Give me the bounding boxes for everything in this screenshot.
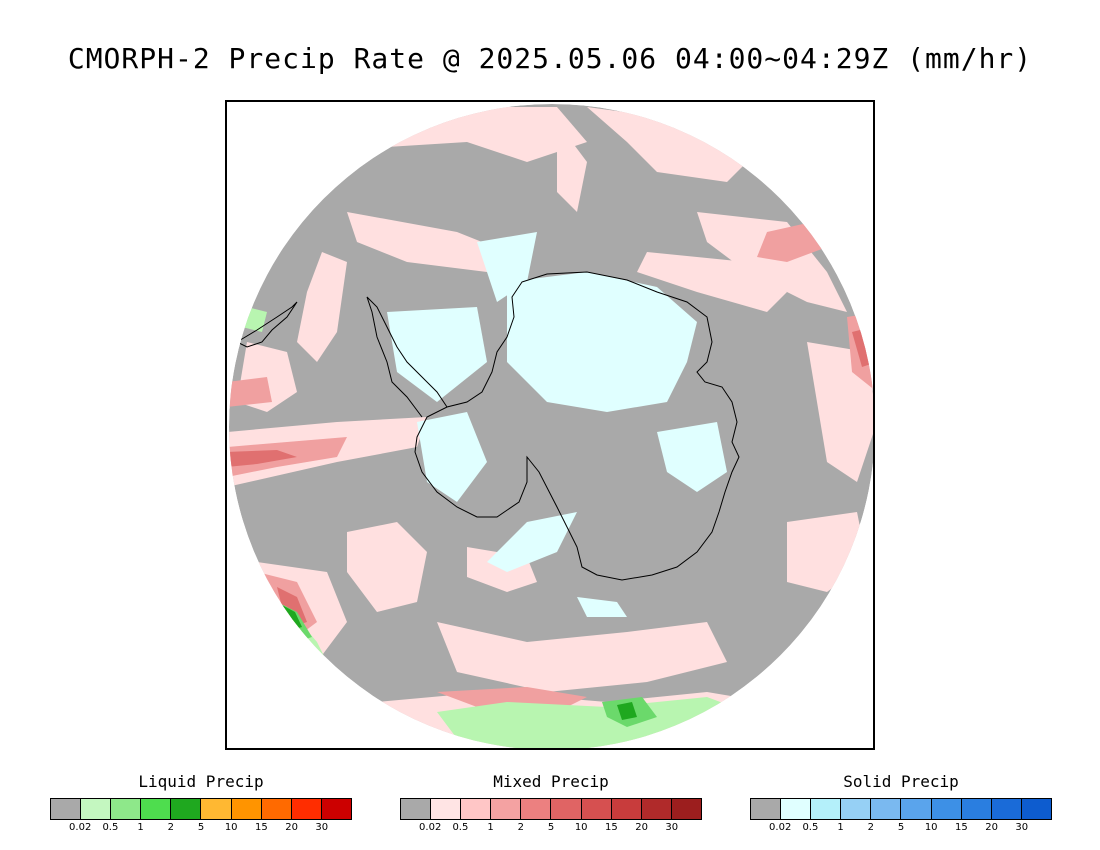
solid-precip-light-areas bbox=[387, 232, 727, 617]
map-title: CMORPH-2 Precip Rate @ 2025.05.06 04:00~… bbox=[67, 42, 1033, 75]
legend-tick-labels: 0.02 0.5 1 2 5 10 15 20 30 bbox=[750, 822, 1052, 836]
legend-swatch bbox=[431, 799, 462, 819]
legend-title: Solid Precip bbox=[843, 772, 959, 791]
liquid-precip-heavy-areas bbox=[282, 605, 637, 720]
legend-tick-label: 1 bbox=[837, 822, 844, 833]
legend-swatch bbox=[841, 799, 872, 819]
legend-swatch bbox=[641, 799, 672, 819]
legend-tick-label: 30 bbox=[1015, 822, 1029, 833]
legend-swatch bbox=[1021, 799, 1051, 819]
legend-liquid-precip: Liquid Precip 0.02 0.5 1 2 5 10 15 20 30 bbox=[50, 772, 352, 836]
legend-solid-precip: Solid Precip 0.02 0.5 1 2 5 10 15 20 30 bbox=[750, 772, 1052, 836]
legend-swatch bbox=[111, 799, 142, 819]
antarctica-coastline bbox=[414, 271, 740, 581]
legend-title: Mixed Precip bbox=[493, 772, 609, 791]
legend-swatch bbox=[171, 799, 202, 819]
legend-swatch bbox=[811, 799, 842, 819]
legend-swatch bbox=[551, 799, 582, 819]
legend-swatch bbox=[991, 799, 1022, 819]
legend-swatch bbox=[581, 799, 612, 819]
legend-swatch bbox=[291, 799, 322, 819]
legend-swatch bbox=[901, 799, 932, 819]
legend-tick-label: 20 bbox=[635, 822, 648, 833]
legend-tick-label: 15 bbox=[605, 822, 618, 833]
legend-color-bar bbox=[750, 798, 1052, 820]
legend-color-bar bbox=[400, 798, 702, 820]
antarctic-peninsula-coast bbox=[366, 296, 448, 418]
precip-map bbox=[225, 100, 875, 750]
legend-swatch bbox=[751, 799, 782, 819]
legend-swatch bbox=[931, 799, 962, 819]
legend-tick-label: 10 bbox=[224, 822, 238, 833]
legend-swatch bbox=[781, 799, 812, 819]
legend-tick-label: 30 bbox=[665, 822, 679, 833]
legend-color-bar bbox=[50, 798, 352, 820]
legend-swatch bbox=[261, 799, 292, 819]
legend-mixed-precip: Mixed Precip 0.02 0.5 1 2 5 10 15 20 30 bbox=[400, 772, 702, 836]
legend-tick-label: 10 bbox=[574, 822, 588, 833]
legend-tick-label: 5 bbox=[197, 822, 205, 833]
legend-swatch bbox=[491, 799, 522, 819]
legend-tick-label: 2 bbox=[517, 822, 524, 833]
legend-swatch bbox=[51, 799, 82, 819]
legend-swatch bbox=[961, 799, 992, 819]
legend-tick-label: 0.02 bbox=[769, 822, 792, 833]
legend-swatch bbox=[871, 799, 902, 819]
legend-swatch bbox=[201, 799, 232, 819]
legend-swatch bbox=[611, 799, 642, 819]
legend-tick-label: 2 bbox=[167, 822, 174, 833]
legend-tick-label: 0.02 bbox=[419, 822, 442, 833]
legend-swatch bbox=[461, 799, 492, 819]
legend-swatch bbox=[231, 799, 262, 819]
legend-tick-label: 10 bbox=[924, 822, 938, 833]
legend-tick-label: 15 bbox=[255, 822, 268, 833]
legend-tick-label: 1 bbox=[487, 822, 494, 833]
south-america-coast bbox=[235, 301, 298, 348]
legend-swatch bbox=[521, 799, 552, 819]
legend-swatch bbox=[81, 799, 112, 819]
legend-tick-label: 1 bbox=[137, 822, 144, 833]
legend-tick-labels: 0.02 0.5 1 2 5 10 15 20 30 bbox=[400, 822, 702, 836]
legend-tick-label: 20 bbox=[285, 822, 298, 833]
legend-swatch bbox=[321, 799, 351, 819]
legend-tick-labels: 0.02 0.5 1 2 5 10 15 20 30 bbox=[50, 822, 352, 836]
legend-swatch bbox=[671, 799, 701, 819]
legend-tick-label: 20 bbox=[985, 822, 998, 833]
legend-tick-label: 0.5 bbox=[802, 822, 819, 833]
legend-tick-label: 2 bbox=[867, 822, 874, 833]
legend-tick-label: 15 bbox=[955, 822, 968, 833]
legend-tick-label: 5 bbox=[547, 822, 555, 833]
legend-tick-label: 5 bbox=[897, 822, 905, 833]
legend-tick-label: 0.02 bbox=[69, 822, 92, 833]
polar-map-svg bbox=[229, 104, 873, 748]
legend-swatch bbox=[401, 799, 432, 819]
legend-tick-label: 30 bbox=[315, 822, 329, 833]
legend-title: Liquid Precip bbox=[138, 772, 264, 791]
legend-tick-label: 0.5 bbox=[452, 822, 469, 833]
legend-swatch bbox=[141, 799, 172, 819]
legend-tick-label: 0.5 bbox=[102, 822, 119, 833]
